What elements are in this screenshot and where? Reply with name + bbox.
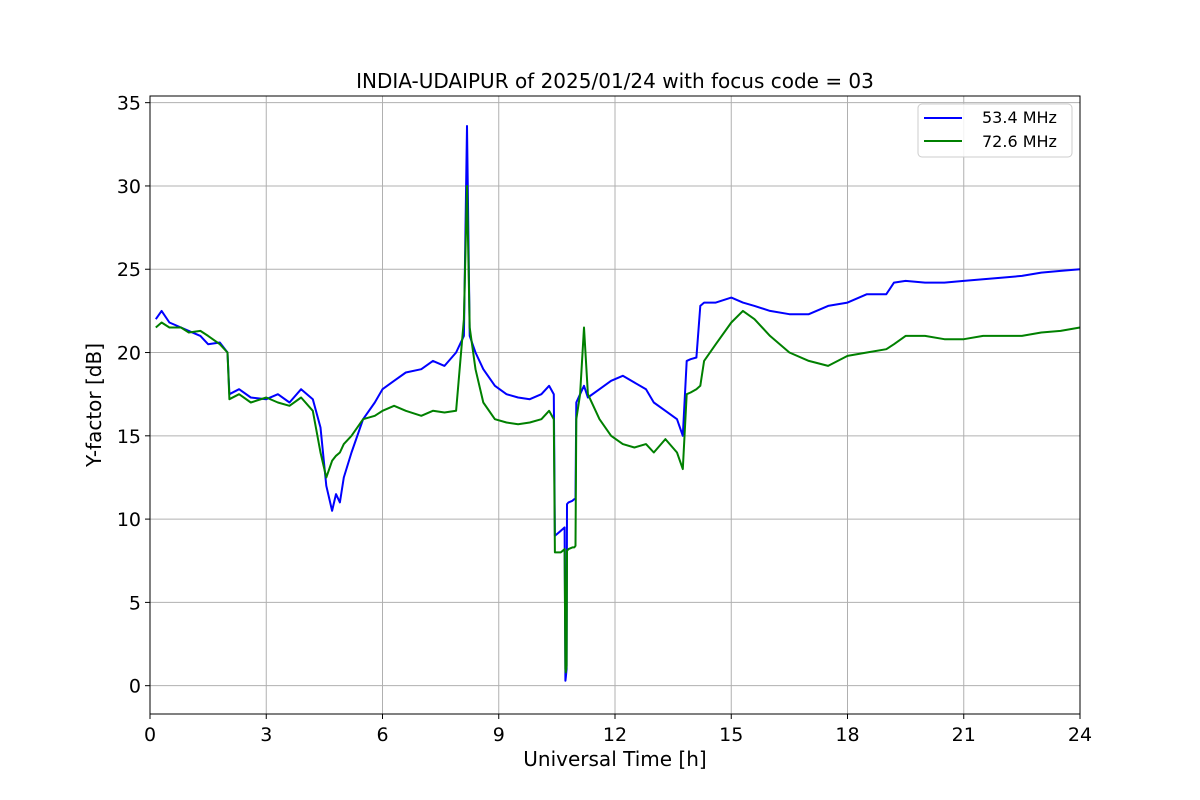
x-axis-label: Universal Time [h] bbox=[523, 747, 706, 771]
y-tick-label: 35 bbox=[117, 93, 141, 115]
x-tick-label: 24 bbox=[1068, 724, 1092, 746]
x-tick-label: 6 bbox=[376, 724, 388, 746]
x-tick-label: 12 bbox=[603, 724, 627, 746]
legend-label-72-6-mhz: 72.6 MHz bbox=[982, 132, 1057, 151]
axis-ticks: 0 3 6 9 12 15 18 21 24 0 5 10 15 20 25 30 35 bbox=[117, 93, 1092, 746]
x-tick-label: 0 bbox=[144, 724, 156, 746]
y-tick-label: 30 bbox=[117, 176, 141, 198]
chart-title: INDIA-UDAIPUR of 2025/01/24 with focus c… bbox=[356, 69, 874, 93]
y-tick-label: 0 bbox=[129, 676, 141, 698]
x-tick-label: 21 bbox=[952, 724, 976, 746]
x-tick-label: 9 bbox=[493, 724, 505, 746]
x-tick-label: 18 bbox=[835, 724, 859, 746]
x-tick-label: 15 bbox=[719, 724, 743, 746]
series-line-72-6-mhz bbox=[155, 185, 1081, 674]
series-line-53-4-mhz bbox=[154, 125, 1081, 682]
legend-label-53-4-mhz: 53.4 MHz bbox=[982, 108, 1057, 127]
y-tick-label: 10 bbox=[117, 509, 141, 531]
legend: 53.4 MHz 72.6 MHz bbox=[917, 103, 1073, 158]
y-tick-label: 15 bbox=[117, 426, 141, 448]
y-axis-label: Y-factor [dB] bbox=[82, 343, 106, 468]
y-tick-label: 25 bbox=[117, 259, 141, 281]
x-tick-label: 3 bbox=[260, 724, 272, 746]
series-lines bbox=[154, 125, 1081, 682]
y-tick-label: 20 bbox=[117, 343, 141, 365]
y-tick-label: 5 bbox=[129, 592, 141, 614]
